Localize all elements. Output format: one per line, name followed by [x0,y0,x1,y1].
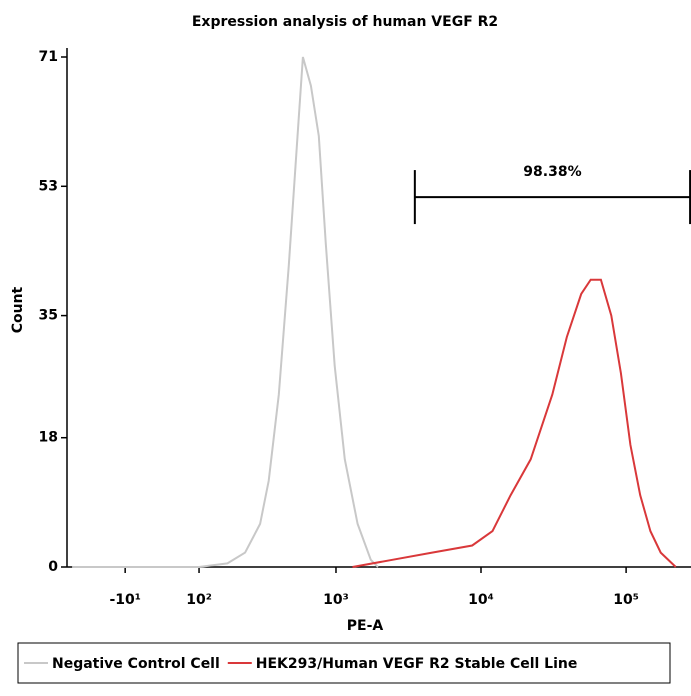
x-tick-label: 10⁵ [613,592,639,608]
legend-label: Negative Control Cell [52,656,220,672]
y-tick-label: 18 [39,430,58,446]
series-line [352,278,677,568]
x-tick-label: 10² [186,592,212,608]
legend-label: HEK293/Human VEGF R2 Stable Cell Line [256,656,578,672]
x-tick-label: -10¹ [109,592,140,608]
y-axis-label: Count [10,286,26,333]
series-line [72,56,379,568]
chart-title: Expression analysis of human VEGF R2 [192,14,498,30]
y-tick-label: 35 [39,308,58,324]
y-tick-label: 53 [39,178,58,194]
x-tick-label: 10⁴ [468,592,494,608]
x-axis-label: PE-A [347,618,384,634]
gate-label: 98.38% [523,164,581,180]
legend-box [17,642,671,684]
y-tick-label: 71 [39,49,58,65]
x-tick-label: 10³ [323,592,349,608]
y-tick-label: 0 [48,559,58,575]
